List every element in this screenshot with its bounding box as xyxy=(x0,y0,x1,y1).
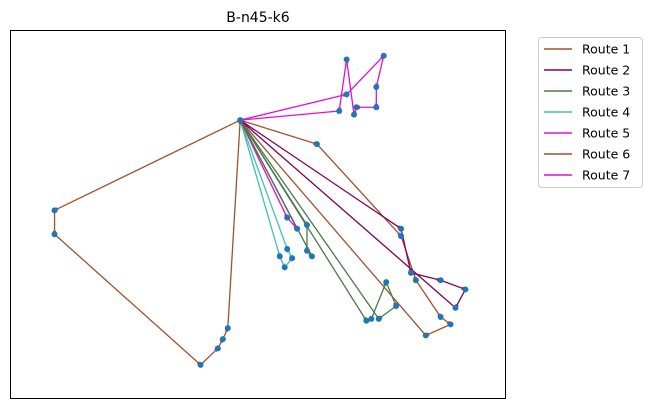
customer-point xyxy=(304,222,310,229)
route-segment xyxy=(425,323,451,337)
route-segment xyxy=(239,119,281,257)
route-segment xyxy=(240,110,340,121)
customer-point xyxy=(398,225,405,232)
legend-label-3: Route 3 xyxy=(582,84,630,99)
route-segment xyxy=(239,119,380,320)
customer-point xyxy=(398,233,405,240)
customer-point xyxy=(304,247,310,254)
legend-label-1: Route 1 xyxy=(582,42,630,57)
route-segment xyxy=(338,59,348,112)
route-segment xyxy=(378,305,397,320)
route-segment xyxy=(385,281,397,307)
route-segment xyxy=(239,119,427,336)
route-segment xyxy=(54,233,202,366)
customer-point xyxy=(51,207,58,214)
customer-point xyxy=(343,56,350,63)
points-layer xyxy=(51,52,469,368)
route-segment xyxy=(239,119,308,226)
customer-point xyxy=(237,117,244,124)
customer-point xyxy=(375,315,382,322)
customer-point xyxy=(276,253,283,260)
route-segment xyxy=(239,119,288,250)
customer-point xyxy=(412,277,419,284)
route-segment xyxy=(239,119,318,145)
legend-label-4: Route 4 xyxy=(582,105,630,120)
customer-point xyxy=(380,52,387,59)
route-series-6 xyxy=(52,119,242,366)
customer-point xyxy=(294,225,301,232)
route-segment xyxy=(375,55,385,88)
chart-title: B-n45-k6 xyxy=(226,10,290,26)
legend: Route 1 Route 2 Route 3 Route 4 Route 5 Route… xyxy=(538,37,643,188)
route-segment xyxy=(227,120,241,329)
customer-point xyxy=(437,314,444,321)
customer-point xyxy=(383,279,390,286)
routes-layer xyxy=(52,55,466,366)
customer-point xyxy=(284,245,291,252)
customer-point xyxy=(51,231,58,238)
legend-label-2: Route 2 xyxy=(582,63,630,78)
customer-point xyxy=(407,269,414,276)
customer-point xyxy=(422,332,429,339)
customer-point xyxy=(373,104,380,111)
route-segment xyxy=(440,279,466,291)
plot-frame xyxy=(10,30,506,399)
legend-label-5: Route 5 xyxy=(582,126,630,141)
customer-point xyxy=(452,304,459,311)
customer-point xyxy=(343,91,350,98)
route-segment xyxy=(370,281,387,320)
customer-point xyxy=(219,336,226,343)
route-segment xyxy=(239,119,402,230)
route-segment xyxy=(239,119,456,309)
customer-point xyxy=(351,111,358,118)
route-segment xyxy=(240,93,347,121)
route-segment xyxy=(200,347,219,366)
customer-point xyxy=(368,315,375,322)
customer-point xyxy=(281,264,288,271)
customer-point xyxy=(197,361,204,368)
customer-point xyxy=(214,345,221,352)
route-series-7 xyxy=(240,55,385,122)
customer-point xyxy=(353,104,360,111)
legend-label-6: Route 6 xyxy=(582,147,630,162)
legend-frame xyxy=(538,37,643,188)
legend-label-7: Route 7 xyxy=(582,168,630,183)
route-series-3 xyxy=(239,119,397,322)
customer-point xyxy=(313,141,320,148)
route-segment xyxy=(345,59,355,115)
route-segment xyxy=(239,119,313,257)
customer-point xyxy=(363,317,370,324)
customer-point xyxy=(336,107,343,114)
customer-point xyxy=(462,286,469,293)
customer-point xyxy=(437,277,444,284)
route-series-8 xyxy=(239,119,313,257)
customer-point xyxy=(289,255,296,262)
customer-point xyxy=(224,325,231,332)
route-segment xyxy=(346,55,385,95)
route-segment xyxy=(316,143,402,237)
customer-point xyxy=(284,214,291,221)
route-segment xyxy=(54,119,241,211)
customer-point xyxy=(308,253,315,260)
customer-point xyxy=(393,303,400,309)
route-segment xyxy=(415,279,442,318)
customer-point xyxy=(447,321,454,328)
customer-point xyxy=(373,84,380,91)
